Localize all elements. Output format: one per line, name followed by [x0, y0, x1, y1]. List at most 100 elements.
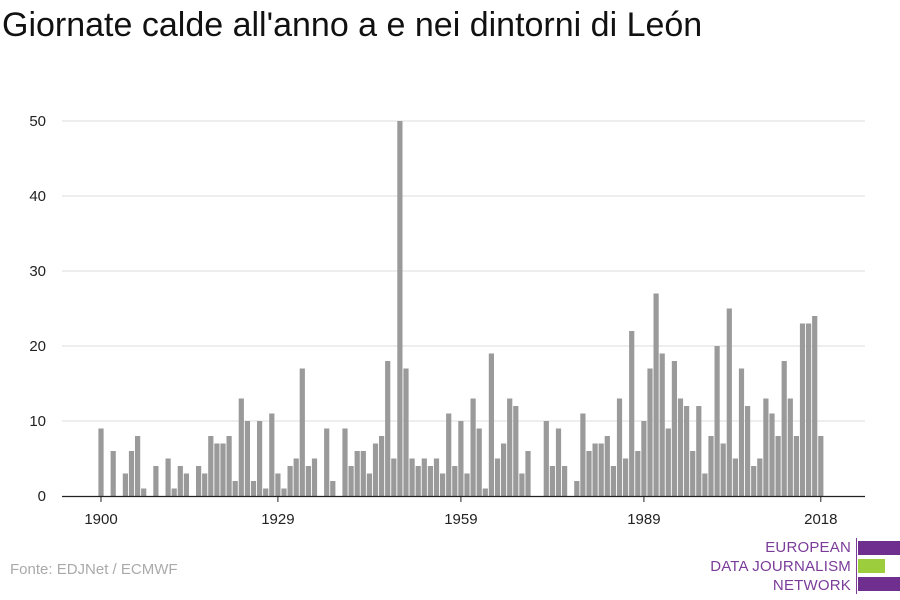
bar	[543, 421, 549, 496]
bar	[659, 353, 665, 496]
bar	[598, 443, 604, 496]
y-axis: 0 10 20 30 40 50	[29, 113, 46, 505]
bar	[226, 436, 232, 496]
bar	[421, 458, 427, 496]
bar	[507, 398, 513, 496]
x-tick-label: 2018	[804, 511, 837, 528]
bar	[610, 466, 616, 496]
x-tick-label: 1900	[84, 511, 117, 528]
bar	[671, 361, 677, 496]
gridlines	[62, 120, 865, 422]
bar	[122, 473, 128, 496]
bar-chart: 0 10 20 30 40 50 1900 1929 1959 1989 2018	[29, 113, 865, 528]
bar	[214, 443, 220, 496]
bar	[488, 353, 494, 496]
bar	[427, 466, 433, 496]
bar	[324, 428, 330, 496]
bar	[616, 398, 623, 496]
bar	[525, 451, 531, 496]
bar	[433, 458, 440, 496]
bar	[391, 458, 397, 496]
edjnet-logo[interactable]: EUROPEAN DATA JOURNALISM NETWORK	[700, 538, 900, 594]
bar	[153, 466, 159, 496]
bar	[684, 406, 690, 496]
bar	[403, 368, 409, 496]
bar	[781, 361, 787, 496]
logo-bar-middle	[858, 559, 885, 573]
bar	[354, 451, 360, 496]
bar	[476, 428, 482, 496]
bar	[415, 466, 421, 496]
bar	[196, 466, 202, 496]
logo-text: EUROPEAN DATA JOURNALISM NETWORK	[710, 538, 851, 595]
bar	[482, 488, 488, 496]
bar	[110, 451, 116, 496]
bar	[696, 406, 702, 496]
bar	[555, 428, 562, 496]
bar	[708, 436, 714, 496]
y-tick-label: 20	[29, 338, 46, 355]
bar	[580, 413, 586, 496]
y-tick-label: 50	[29, 113, 46, 130]
y-tick-label: 0	[38, 488, 46, 505]
bar	[281, 488, 287, 496]
bar	[452, 466, 458, 496]
bar	[330, 481, 336, 496]
bar	[726, 308, 732, 496]
bar	[751, 466, 757, 496]
bar	[738, 368, 745, 496]
bar	[446, 413, 452, 496]
bar	[665, 428, 671, 496]
bar	[177, 466, 183, 496]
bar	[360, 451, 366, 496]
bar	[305, 466, 311, 496]
bar	[690, 451, 696, 496]
bar	[549, 466, 555, 496]
logo-line-3: NETWORK	[772, 577, 851, 594]
bar	[799, 323, 806, 496]
logo-line-2: DATA JOURNALISM	[710, 558, 851, 575]
bar	[171, 488, 177, 496]
bar	[342, 428, 348, 496]
chart-title: Giornate calde all'anno a e nei dintorni…	[2, 6, 703, 44]
bar	[202, 473, 208, 496]
bar	[812, 316, 818, 496]
bar	[293, 458, 299, 496]
logo-bar-top	[858, 541, 900, 555]
bar	[269, 413, 275, 496]
bars	[98, 121, 824, 496]
bar	[714, 346, 720, 496]
logo-line-1: EUROPEAN	[765, 539, 851, 556]
bar	[653, 293, 659, 496]
x-tick-label: 1929	[261, 511, 294, 528]
logo-bar-bottom	[858, 577, 900, 591]
x-tick-label: 1989	[627, 511, 660, 528]
bar	[745, 406, 751, 496]
bar	[501, 443, 507, 496]
bar	[641, 421, 647, 496]
bar	[348, 466, 354, 496]
bar	[519, 473, 525, 496]
bar	[677, 398, 684, 496]
bar	[574, 481, 580, 496]
bar	[793, 436, 799, 496]
bar	[220, 443, 226, 496]
bar	[165, 458, 171, 496]
bar	[562, 466, 568, 496]
bar	[775, 436, 781, 496]
bar	[409, 458, 415, 496]
bar	[287, 466, 293, 496]
bar	[128, 451, 135, 496]
bar	[586, 451, 592, 496]
bar	[763, 398, 769, 496]
bar	[757, 458, 763, 496]
bar	[604, 436, 610, 496]
bar	[440, 473, 446, 496]
bar	[702, 473, 708, 496]
y-tick-label: 10	[29, 413, 46, 430]
bar	[787, 398, 793, 496]
bar	[513, 406, 519, 496]
bar	[232, 481, 238, 496]
bar	[379, 436, 385, 496]
bar	[458, 421, 464, 496]
